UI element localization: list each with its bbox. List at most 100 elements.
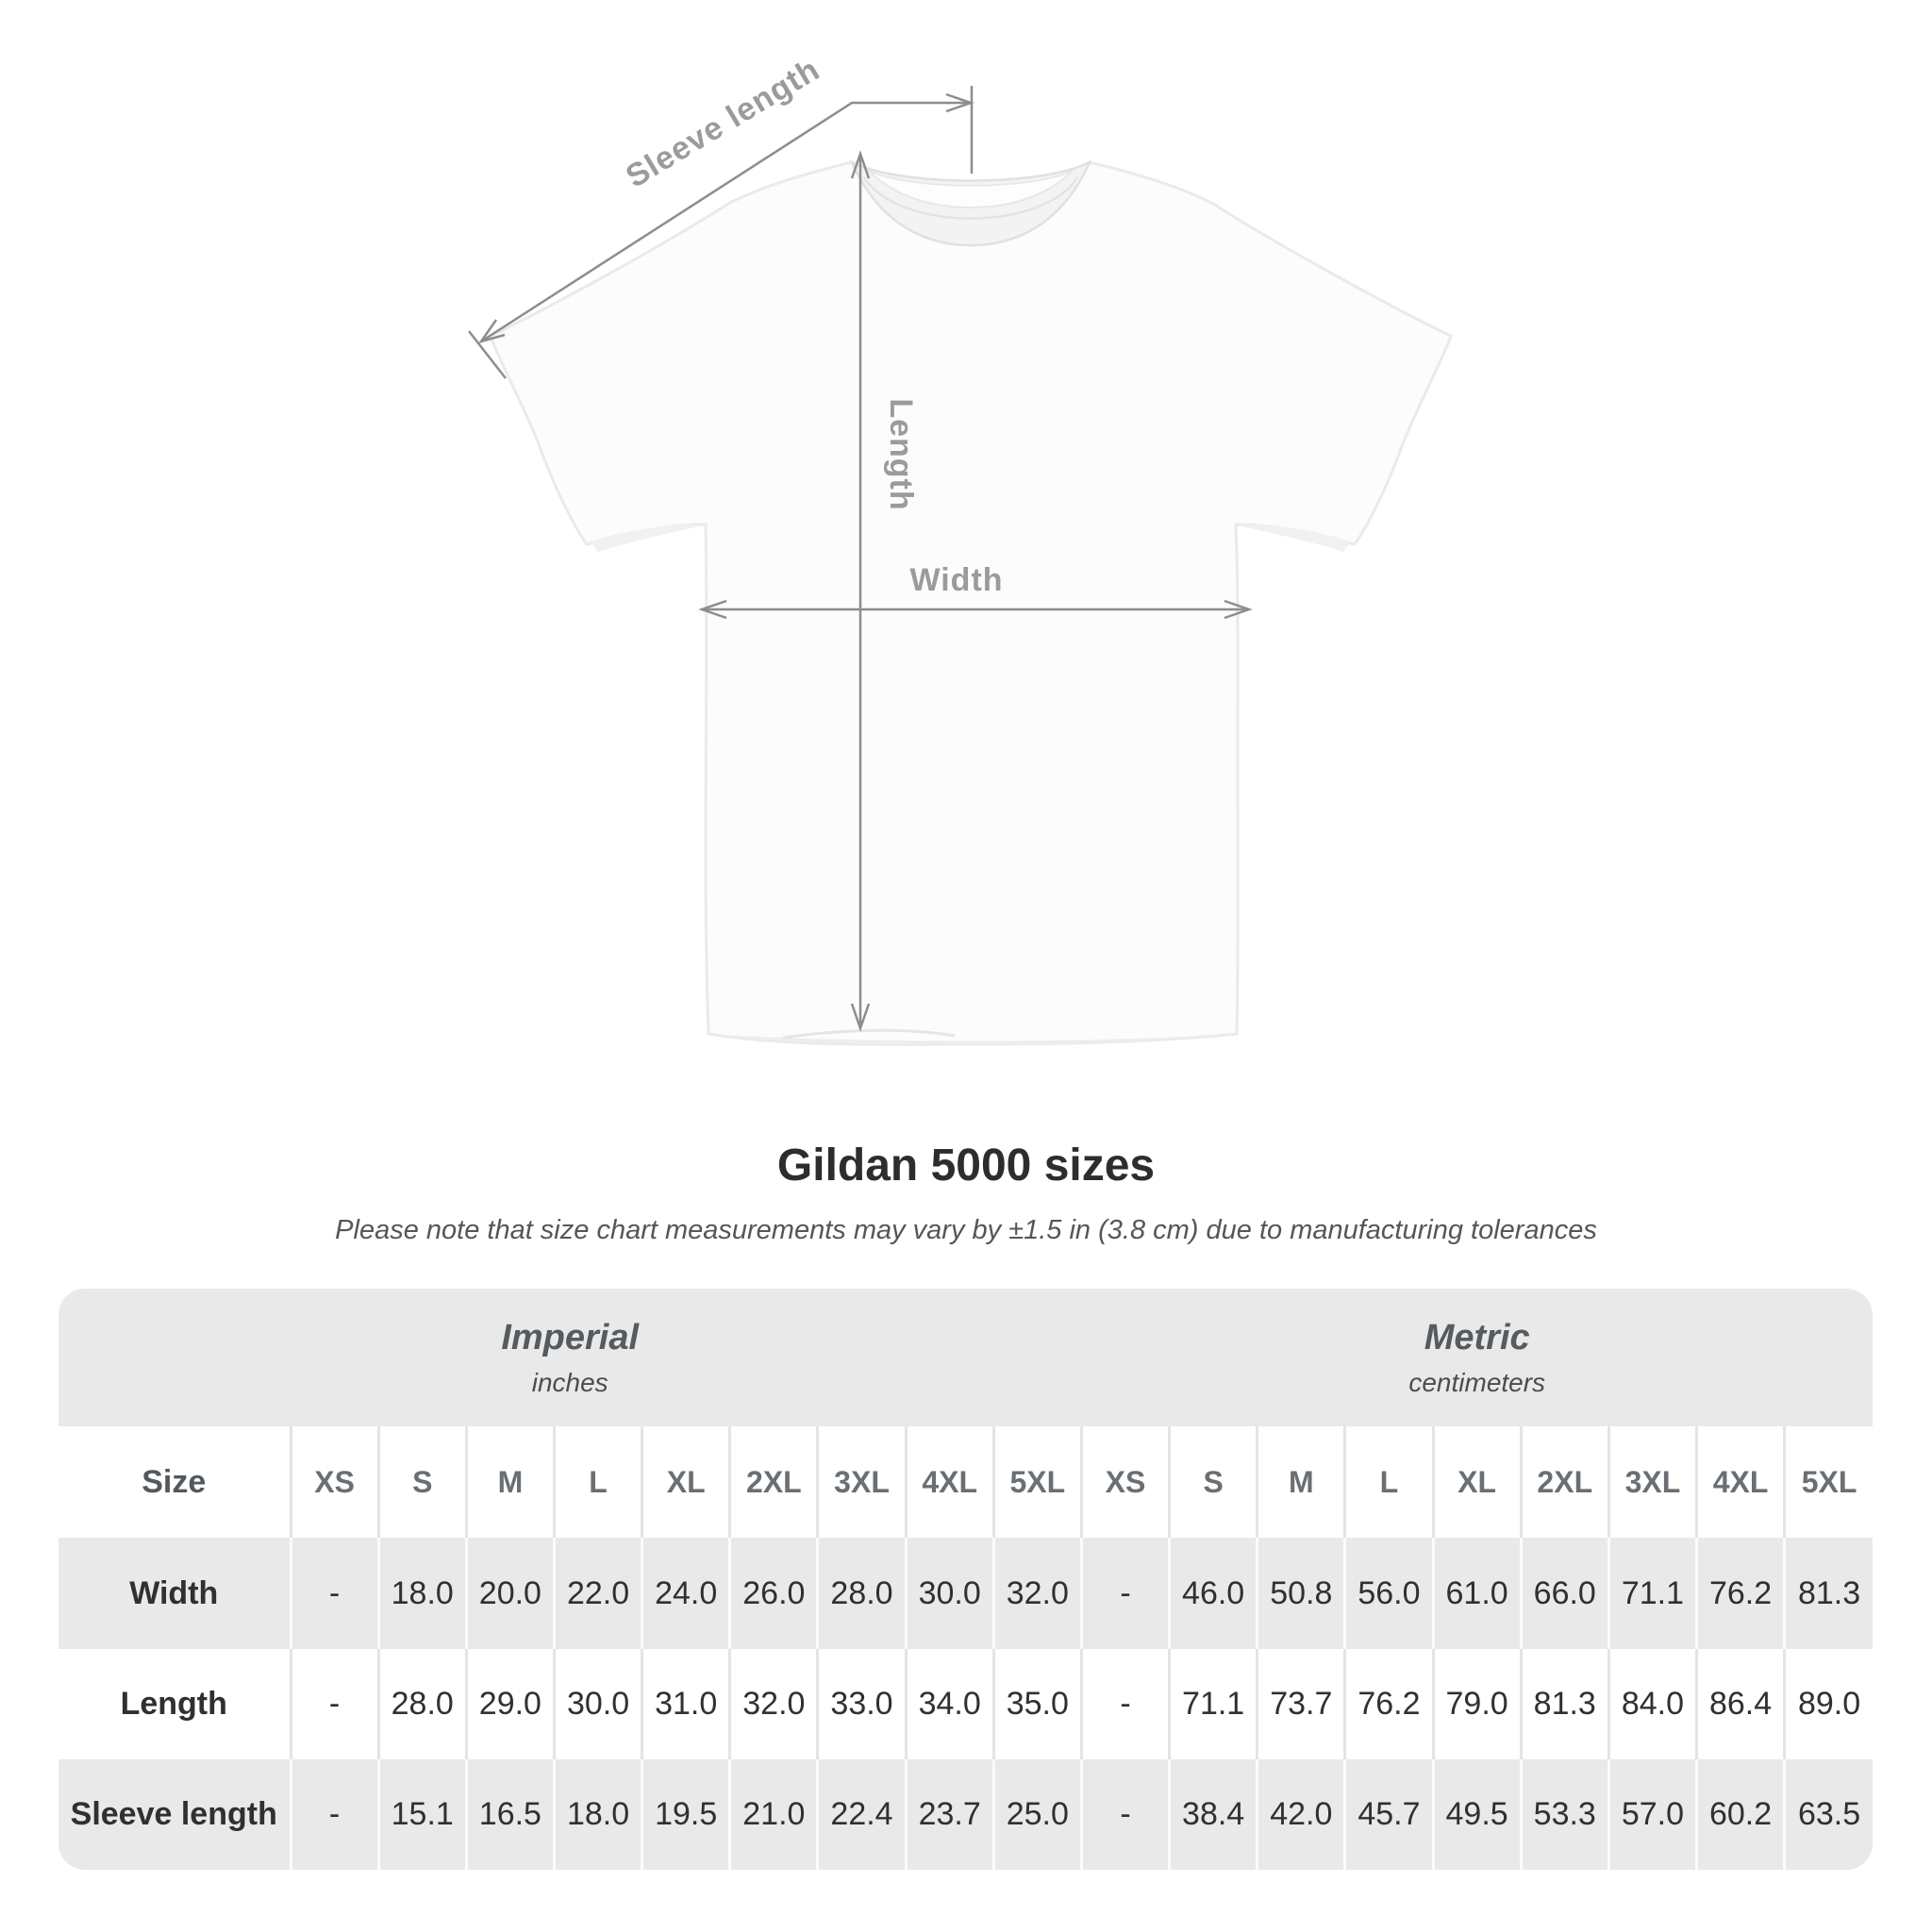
value-cell: 22.0 bbox=[552, 1538, 642, 1649]
tshirt-body bbox=[489, 160, 1453, 1046]
value-cell: 35.0 bbox=[991, 1648, 1082, 1759]
value-cell: - bbox=[1079, 1538, 1170, 1649]
value-cell: 20.0 bbox=[464, 1538, 555, 1649]
sleeve-cuff-tick bbox=[468, 330, 507, 379]
value-cell: 28.0 bbox=[816, 1538, 907, 1649]
size-header-cell: M bbox=[1256, 1426, 1345, 1539]
tshirt-hem-shade bbox=[708, 1034, 1237, 1045]
tshirt-hem-wrinkle bbox=[782, 1028, 956, 1040]
value-cell: 15.1 bbox=[376, 1758, 467, 1870]
value-cell: 16.5 bbox=[464, 1758, 555, 1870]
length-arrowhead-bottom bbox=[850, 1003, 871, 1032]
size-header-cell: XL bbox=[1431, 1426, 1522, 1539]
value-cell: 31.0 bbox=[641, 1648, 730, 1759]
table-row-width: Width - 18.0 20.0 22.0 24.0 26.0 28.0 30… bbox=[58, 1538, 1873, 1649]
size-header-cell: 3XL bbox=[1607, 1426, 1697, 1539]
value-cell: 18.0 bbox=[376, 1538, 467, 1649]
value-cell: 32.0 bbox=[991, 1538, 1082, 1649]
value-cell: 49.5 bbox=[1431, 1758, 1522, 1870]
value-cell: 23.7 bbox=[904, 1758, 994, 1870]
tshirt-measurement-diagram: Sleeve length Length Width bbox=[468, 51, 1453, 1046]
row-label-cell: Width bbox=[58, 1538, 291, 1649]
value-cell: 61.0 bbox=[1431, 1538, 1522, 1649]
table-row-sleeve-length: Sleeve length - 15.1 16.5 18.0 19.5 21.0… bbox=[58, 1758, 1873, 1870]
value-cell: 76.2 bbox=[1343, 1648, 1434, 1759]
value-cell: 45.7 bbox=[1343, 1758, 1434, 1870]
sleeve-length-arrowhead bbox=[477, 319, 506, 344]
imperial-group-header: Imperial inches bbox=[58, 1289, 1081, 1426]
value-cell: - bbox=[1079, 1758, 1170, 1870]
value-cell: 29.0 bbox=[464, 1648, 555, 1759]
value-cell: 18.0 bbox=[552, 1758, 642, 1870]
size-header-cell: M bbox=[464, 1426, 555, 1539]
size-header-cell: 4XL bbox=[1694, 1426, 1785, 1539]
value-cell: 71.1 bbox=[1607, 1538, 1697, 1649]
value-cell: 60.2 bbox=[1694, 1758, 1785, 1870]
value-cell: 19.5 bbox=[641, 1758, 730, 1870]
sleeve-length-line bbox=[480, 101, 972, 343]
value-cell: - bbox=[1079, 1648, 1170, 1759]
size-column-header: Size bbox=[58, 1426, 291, 1539]
unit-group-row: Imperial inches Metric centimeters bbox=[58, 1289, 1873, 1426]
imperial-group-label: Imperial bbox=[501, 1317, 640, 1357]
value-cell: 32.0 bbox=[728, 1648, 818, 1759]
value-cell: 89.0 bbox=[1783, 1648, 1873, 1759]
size-header-row: Size XS S M L XL 2XL 3XL 4XL 5XL XS S M … bbox=[58, 1426, 1873, 1539]
width-arrowhead-right bbox=[1224, 599, 1253, 620]
value-cell: 26.0 bbox=[728, 1538, 818, 1649]
value-cell: 63.5 bbox=[1783, 1758, 1873, 1870]
size-header-cell: 5XL bbox=[1783, 1426, 1873, 1539]
value-cell: 28.0 bbox=[376, 1648, 467, 1759]
size-table: Imperial inches Metric centimeters Size … bbox=[58, 1289, 1873, 1870]
metric-group-header: Metric centimeters bbox=[1081, 1289, 1873, 1426]
table-row-length: Length - 28.0 29.0 30.0 31.0 32.0 33.0 3… bbox=[58, 1648, 1873, 1759]
row-label-cell: Length bbox=[58, 1648, 291, 1759]
value-cell: 21.0 bbox=[728, 1758, 818, 1870]
size-header-cell: 3XL bbox=[816, 1426, 907, 1539]
length-arrowhead-top bbox=[850, 150, 871, 179]
value-cell: 34.0 bbox=[904, 1648, 994, 1759]
size-header-cell: L bbox=[552, 1426, 642, 1539]
width-label: Width bbox=[909, 562, 1003, 598]
value-cell: 30.0 bbox=[552, 1648, 642, 1759]
value-cell: 24.0 bbox=[641, 1538, 730, 1649]
size-header-cell: S bbox=[376, 1426, 467, 1539]
value-cell: 25.0 bbox=[991, 1758, 1082, 1870]
value-cell: 50.8 bbox=[1256, 1538, 1345, 1649]
value-cell: 22.4 bbox=[816, 1758, 907, 1870]
value-cell: 73.7 bbox=[1256, 1648, 1345, 1759]
tshirt-sleeve-crease-right bbox=[1238, 525, 1351, 552]
value-cell: 76.2 bbox=[1694, 1538, 1785, 1649]
value-cell: 30.0 bbox=[904, 1538, 994, 1649]
value-cell: 42.0 bbox=[1256, 1758, 1345, 1870]
metric-group-sublabel: centimeters bbox=[1408, 1367, 1546, 1397]
size-header-cell: 5XL bbox=[991, 1426, 1082, 1539]
sleeve-length-label: Sleeve length bbox=[620, 51, 826, 194]
value-cell: - bbox=[289, 1758, 379, 1870]
value-cell: - bbox=[289, 1648, 379, 1759]
value-cell: 56.0 bbox=[1343, 1538, 1434, 1649]
tshirt-collar-inner bbox=[868, 170, 1074, 209]
value-cell: 57.0 bbox=[1607, 1758, 1697, 1870]
metric-group-label: Metric bbox=[1424, 1317, 1530, 1357]
tshirt-graphic bbox=[489, 159, 1453, 1046]
value-cell: 81.3 bbox=[1783, 1538, 1873, 1649]
size-header-cell: 2XL bbox=[1519, 1426, 1609, 1539]
value-cell: 53.3 bbox=[1519, 1758, 1609, 1870]
size-header-cell: 2XL bbox=[728, 1426, 818, 1539]
size-header-cell: L bbox=[1343, 1426, 1434, 1539]
tshirt-collar-rib-line bbox=[862, 176, 1079, 220]
value-cell: 33.0 bbox=[816, 1648, 907, 1759]
value-cell: 71.1 bbox=[1168, 1648, 1257, 1759]
tshirt-sleeve-crease bbox=[591, 525, 704, 552]
size-table-container: Imperial inches Metric centimeters Size … bbox=[58, 1289, 1873, 1870]
row-label-cell: Sleeve length bbox=[58, 1758, 291, 1870]
size-header-cell: 4XL bbox=[904, 1426, 994, 1539]
value-cell: 79.0 bbox=[1431, 1648, 1522, 1759]
imperial-group-sublabel: inches bbox=[531, 1367, 608, 1397]
width-arrowhead-left bbox=[698, 599, 727, 620]
length-label: Length bbox=[883, 398, 919, 510]
size-header-cell: S bbox=[1168, 1426, 1257, 1539]
page-title: Gildan 5000 sizes bbox=[776, 1141, 1156, 1191]
